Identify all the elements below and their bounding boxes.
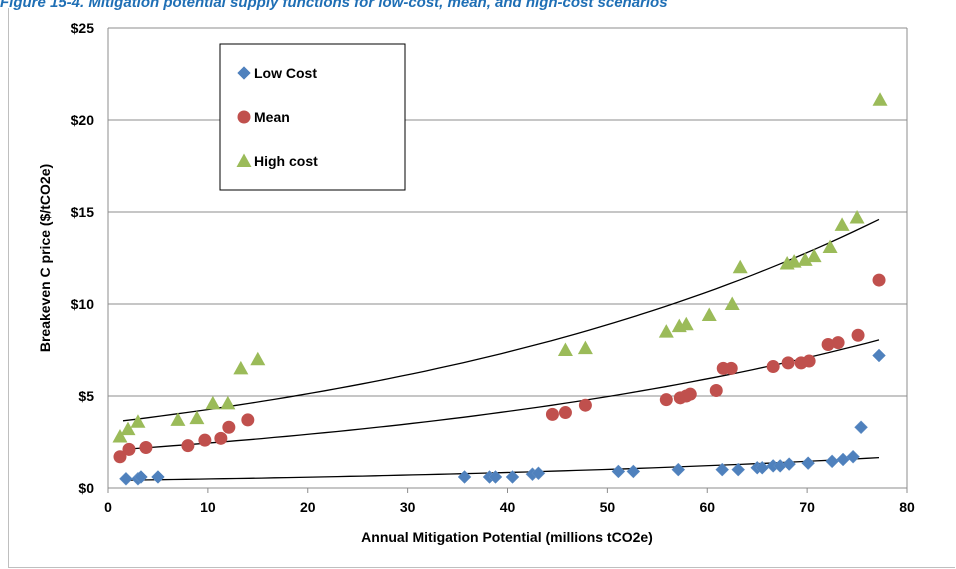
high-cost-point [786,254,802,268]
data-points [112,92,888,486]
mean-point [545,407,559,421]
high-cost-point [130,414,146,428]
legend-marker-high-cost [236,153,252,167]
high-cost-point [806,248,822,263]
low-cost-point [715,462,730,477]
mean-point [198,433,212,447]
low-cost-point [825,454,839,469]
low-cost-point [846,449,860,464]
y-tick-label: $10 [71,296,95,312]
mean-point [724,361,738,375]
mean-point [139,441,153,455]
y-tick-label: $20 [71,112,95,128]
y-tick-label: $0 [78,480,94,496]
low-cost-point [531,466,546,481]
high-cost-point [577,340,593,355]
legend: Low Cost Mean High cost [219,43,406,191]
axes: $0 $5 $10 $15 $20 $25 0 10 20 30 40 50 60 70 80 [71,20,915,515]
mean-point [181,439,195,453]
high-cost-point [233,360,249,375]
high-cost-point [822,239,838,253]
y-axis-title: Breakeven C price ($/tCO2e) [37,164,53,352]
mean-point [802,354,816,368]
mean-point [821,337,835,351]
high-cost-point [112,428,128,443]
mean-point [113,450,127,464]
x-tick-label: 60 [699,499,715,515]
mean-point [241,413,255,427]
y-tick-label: $15 [71,204,95,220]
x-tick-label: 10 [200,499,216,515]
trendlines [122,218,880,481]
low-cost-point [134,470,148,484]
x-tick-label: 0 [104,499,112,515]
mean-point [122,442,136,456]
high-cost-point [658,324,674,338]
x-axis-title: Annual Mitigation Potential (millions tC… [361,529,653,545]
legend-label-low-cost: Low Cost [254,65,317,81]
high-cost-point [701,307,717,322]
high-cost-point [872,92,888,106]
low-cost-point [872,348,886,363]
low-cost-point [854,420,868,435]
high-cost-point [250,351,266,366]
mean-point [831,336,845,350]
mean-point [781,356,795,370]
high-cost-point [189,410,205,425]
low-cost-point [626,464,641,479]
high-cost-point [170,412,186,426]
legend-marker-low-cost [237,66,251,80]
low-cost-point [151,470,165,484]
x-tick-label: 50 [600,499,616,515]
mean-point [851,328,865,342]
high-cost-point [220,395,236,410]
high-cost-point [557,342,573,356]
mean-point [578,398,592,412]
legend-label-high-cost: High cost [254,153,318,169]
mean-point [659,393,673,407]
low-cost-point [836,452,850,467]
legend-marker-mean [237,110,251,124]
trendline-mean [122,339,880,451]
high-cost-point [849,210,865,224]
trendline-low-cost [122,456,880,481]
high-cost-point [724,296,740,310]
high-cost-point [678,316,694,331]
figure-caption: Figure 15-4. Mitigation potential supply… [0,0,668,11]
high-cost-point [205,395,221,410]
low-cost-point [671,462,686,477]
chart-frame [8,8,955,568]
legend-label-mean: Mean [254,109,290,125]
high-cost-point [120,421,136,436]
x-tick-label: 40 [500,499,516,515]
mean-point [766,360,780,374]
high-cost-point [732,259,748,274]
low-cost-point [457,470,472,484]
low-cost-point [731,462,746,477]
low-cost-point [782,457,797,471]
low-cost-point [488,470,503,484]
high-cost-point [834,217,850,231]
low-cost-point [755,460,770,475]
mean-point [683,387,697,401]
y-tick-label: $5 [78,388,94,404]
trendline-high-cost [122,218,880,422]
low-cost-point [611,464,626,479]
mean-point [709,383,723,397]
mean-point [214,431,228,445]
mean-point [558,406,572,420]
legend-box [219,43,406,191]
low-cost-point [505,470,520,484]
x-tick-label: 80 [899,499,915,515]
high-cost-point [797,252,813,266]
x-tick-label: 70 [799,499,815,515]
mean-point [222,420,236,434]
low-cost-point [801,456,815,471]
x-tick-label: 20 [300,499,316,515]
y-tick-label: $25 [71,20,95,36]
low-cost-point [119,471,133,486]
x-tick-label: 30 [400,499,416,515]
mean-point [872,273,886,287]
